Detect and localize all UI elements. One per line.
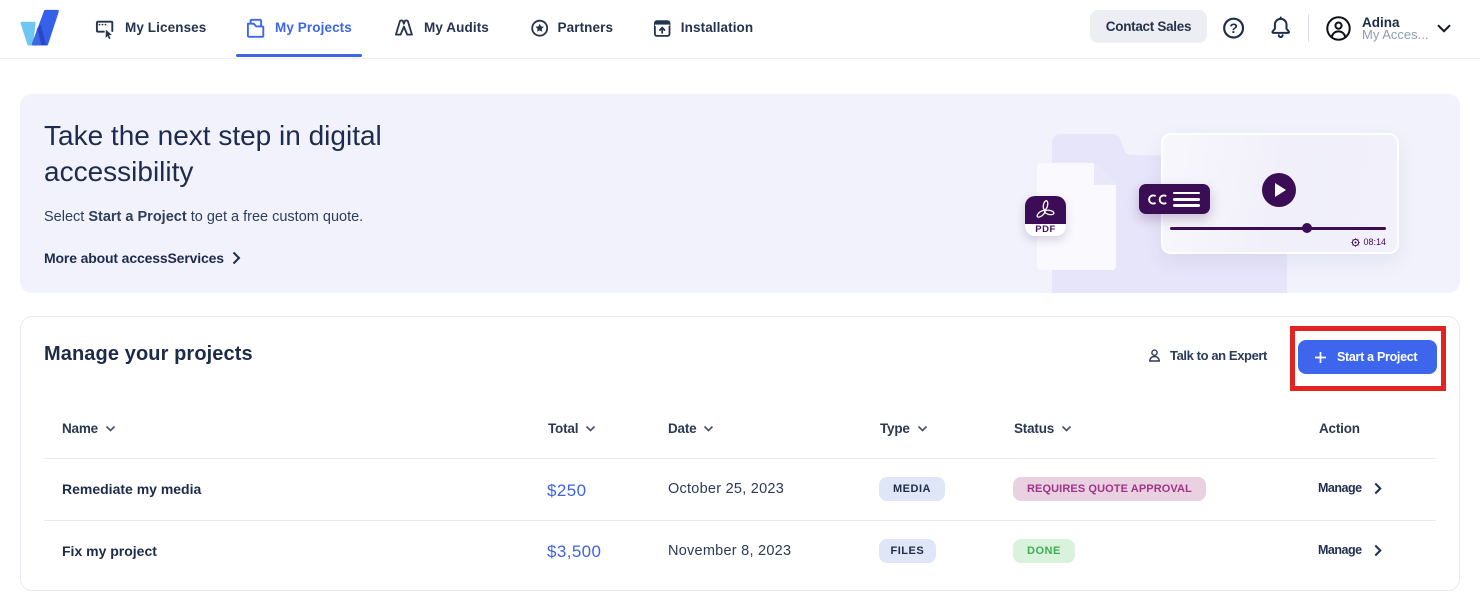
svg-text:?: ? — [1229, 20, 1238, 36]
